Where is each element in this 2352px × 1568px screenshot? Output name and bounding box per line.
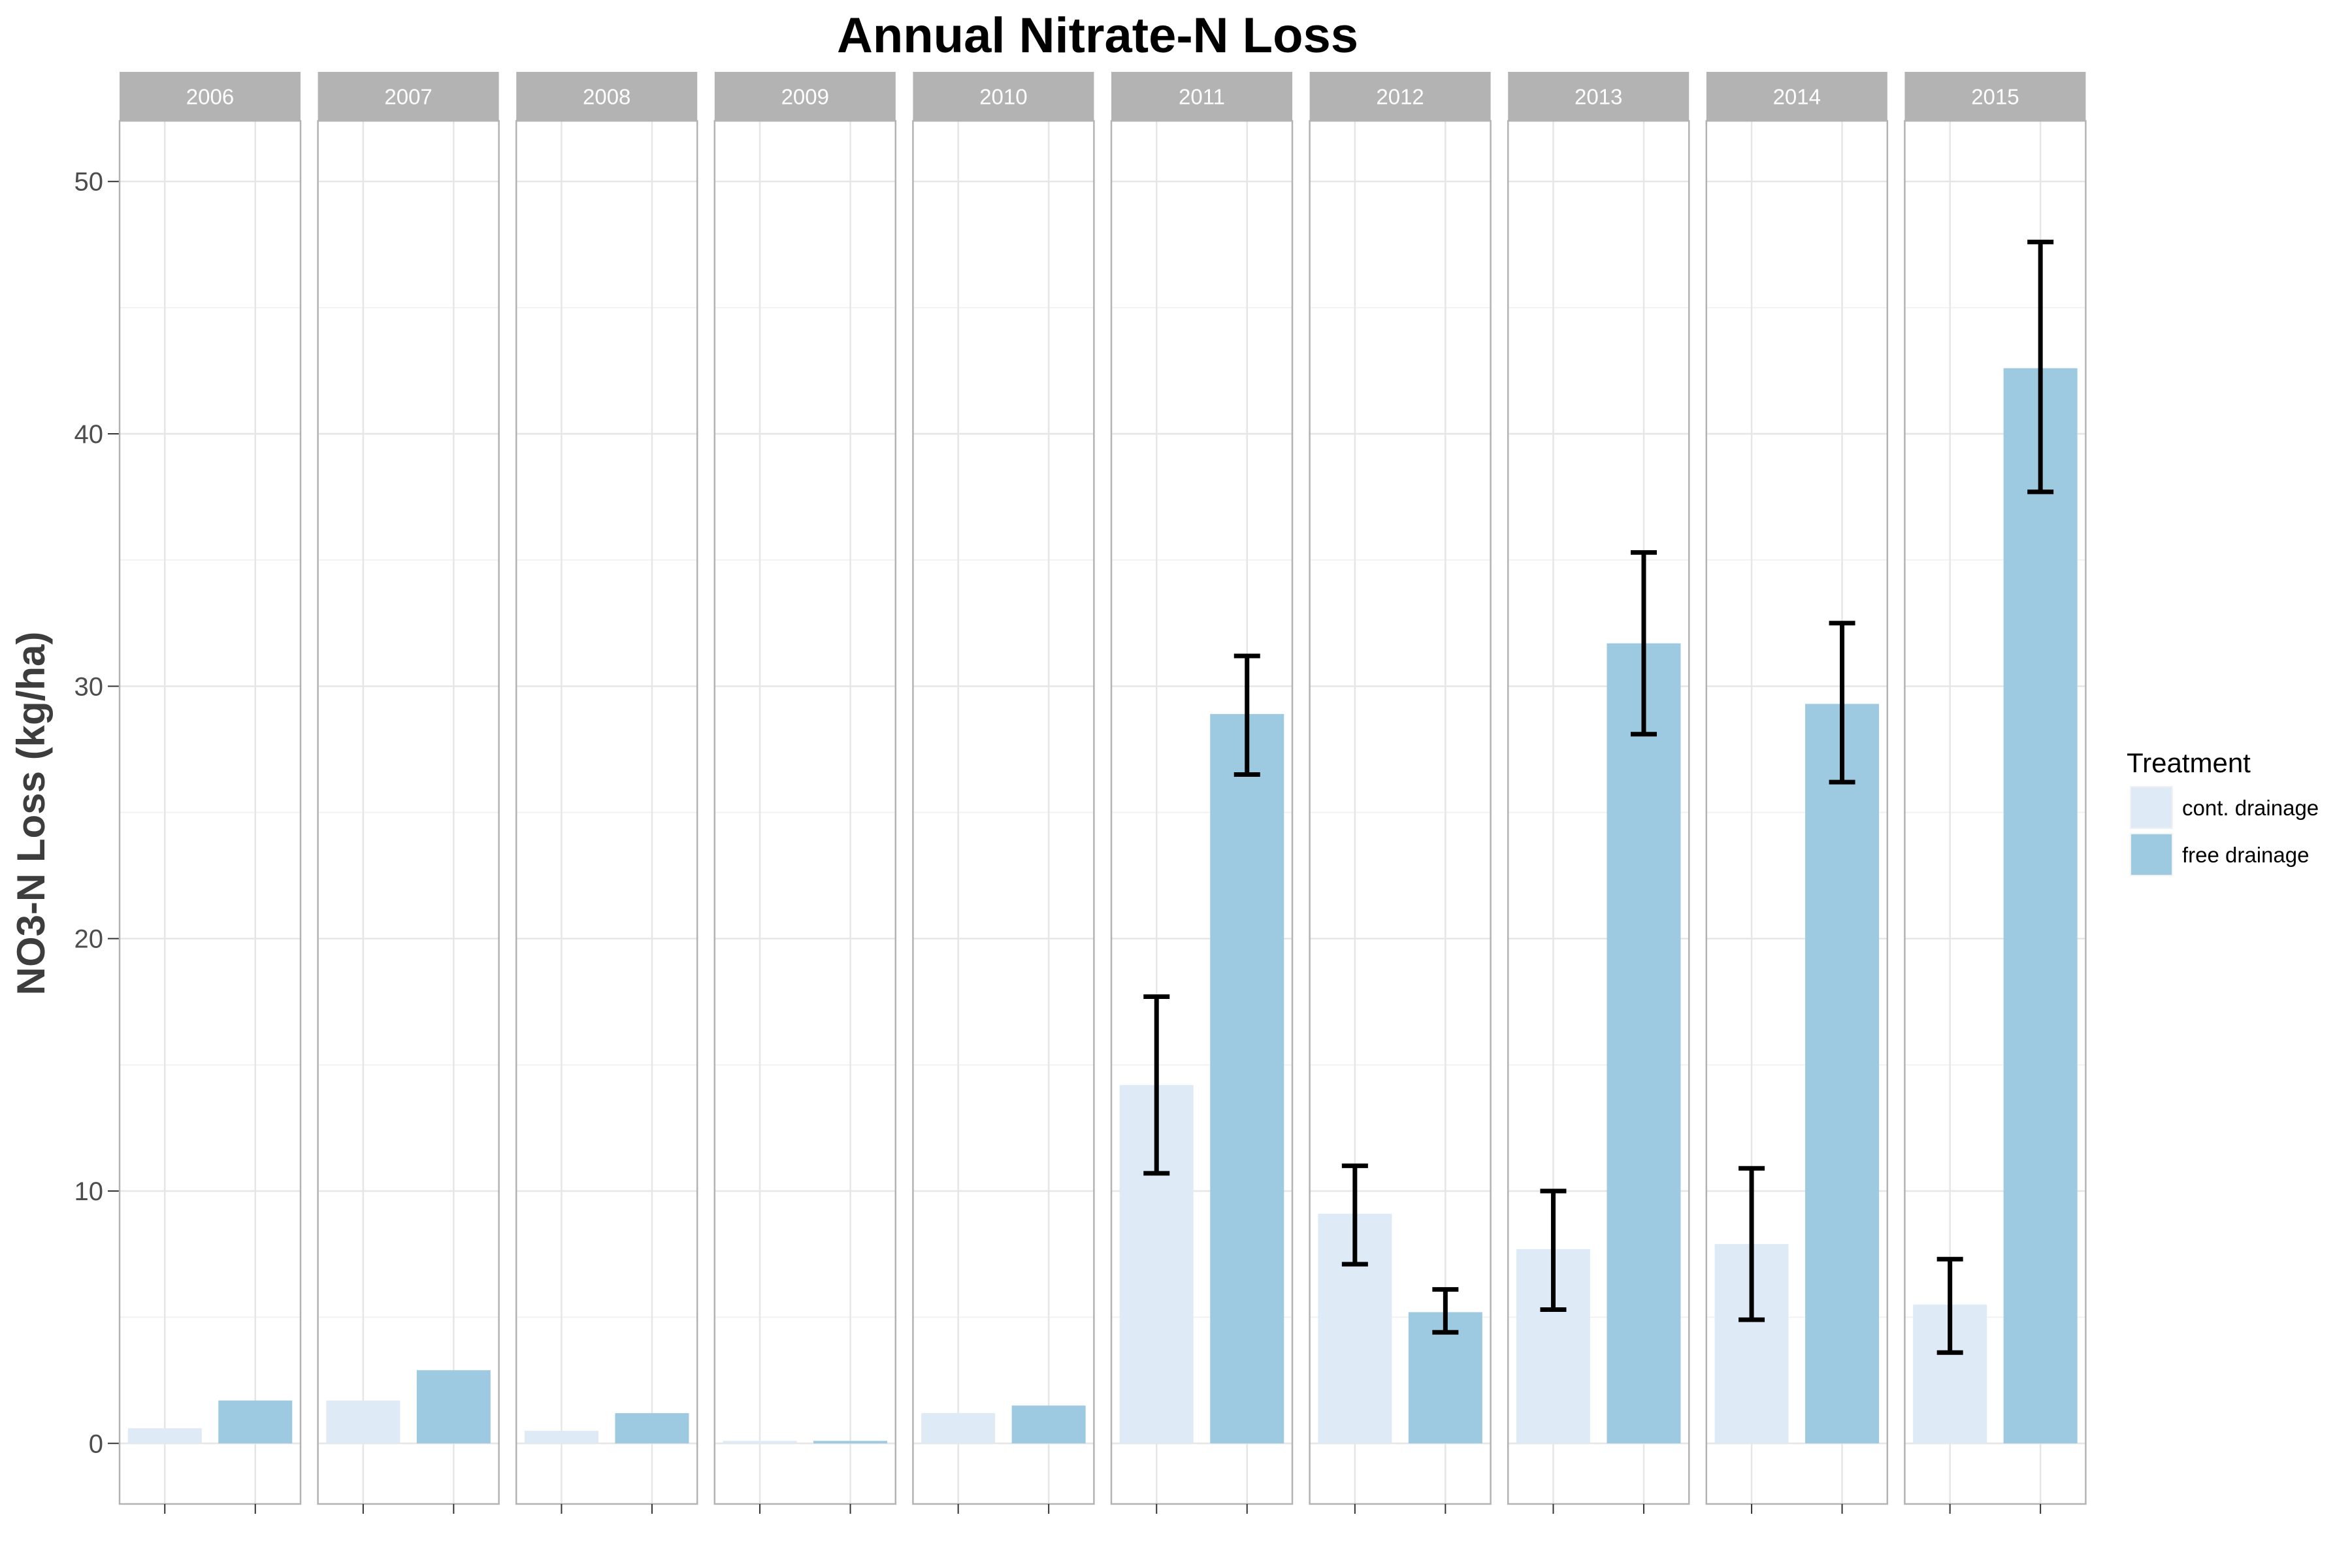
facet-strip [1706, 72, 1887, 121]
facet-label: 2011 [1179, 85, 1225, 109]
facet-panel: 2010 [912, 72, 1095, 1514]
facet-label: 2014 [1773, 85, 1821, 109]
facet-strip [1309, 72, 1491, 121]
legend-title: Treatment [2127, 747, 2251, 778]
facet-strip [1508, 72, 1690, 121]
bar [127, 1428, 202, 1444]
facet-label: 2009 [781, 85, 829, 109]
facet-panel: 2007 [317, 72, 500, 1514]
y-tick-label: 50 [74, 168, 104, 197]
facet-panel: 2008 [515, 72, 698, 1514]
bar [813, 1441, 888, 1444]
bar [1210, 713, 1284, 1444]
error-bar [1739, 1166, 1765, 1322]
facet-strip [913, 72, 1094, 121]
error-bar [1829, 621, 1855, 785]
y-axis-label: NO3-N Loss (kg/ha) [9, 632, 53, 996]
bar [723, 1441, 797, 1444]
bar [1011, 1405, 1086, 1444]
error-bar [2027, 239, 2054, 495]
error-bar [1341, 1163, 1368, 1267]
bar [218, 1400, 293, 1444]
facet-label: 2015 [1971, 85, 2019, 109]
error-bar [1936, 1256, 1963, 1355]
facet-strip [120, 72, 301, 121]
legend-swatch [2131, 787, 2172, 828]
facet-label: 2008 [583, 85, 630, 109]
facet-panel: 2009 [713, 72, 897, 1514]
facet-strip [516, 72, 698, 121]
bar [615, 1413, 689, 1444]
legend-label: cont. drainage [2182, 796, 2319, 820]
bar [416, 1370, 491, 1444]
bar [326, 1400, 400, 1444]
facet-panel: 2011 [1110, 72, 1294, 1514]
facet-panel: 2015 [1904, 72, 2087, 1514]
facet-label: 2013 [1575, 85, 1622, 109]
error-bar [1233, 653, 1260, 777]
y-tick-label: 10 [74, 1177, 104, 1206]
facet-panel: 2012 [1309, 72, 1492, 1514]
error-bar [1630, 550, 1657, 737]
facet-label: 2006 [186, 85, 234, 109]
error-bar [1143, 994, 1170, 1176]
legend: Treatment cont. drainage free drainage [2127, 747, 2319, 876]
y-axis-ticks: 0 10 20 30 40 50 [74, 168, 120, 1458]
facet-panels: 2006 2007 2008 2009 2010 2011 2012 2013 2014 2015 [118, 72, 2087, 1514]
bar [2003, 368, 2078, 1444]
error-bar [1432, 1287, 1459, 1335]
facet-panel: 2014 [1705, 72, 1889, 1514]
legend-label: free drainage [2182, 843, 2309, 867]
facet-label: 2010 [979, 85, 1027, 109]
y-tick-label: 0 [89, 1429, 103, 1458]
facet-strip [1904, 72, 2086, 121]
y-tick-label: 30 [74, 672, 104, 701]
legend-items: cont. drainage free drainage [2130, 786, 2319, 876]
y-tick-label: 20 [74, 925, 104, 954]
bar [1805, 704, 1880, 1444]
facet-strip [318, 72, 499, 121]
facet-strip [1111, 72, 1292, 121]
bar [921, 1413, 996, 1444]
bar [1607, 643, 1681, 1444]
chart-title: Annual Nitrate-N Loss [837, 8, 1358, 63]
bar [524, 1430, 598, 1444]
facet-panel: 2006 [118, 72, 302, 1514]
facet-strip [714, 72, 896, 121]
facet-label: 2007 [384, 85, 432, 109]
legend-swatch [2131, 834, 2172, 875]
facet-label: 2012 [1376, 85, 1424, 109]
error-bar [1540, 1188, 1567, 1313]
y-tick-label: 40 [74, 420, 104, 449]
facet-panel: 2013 [1507, 72, 1690, 1514]
